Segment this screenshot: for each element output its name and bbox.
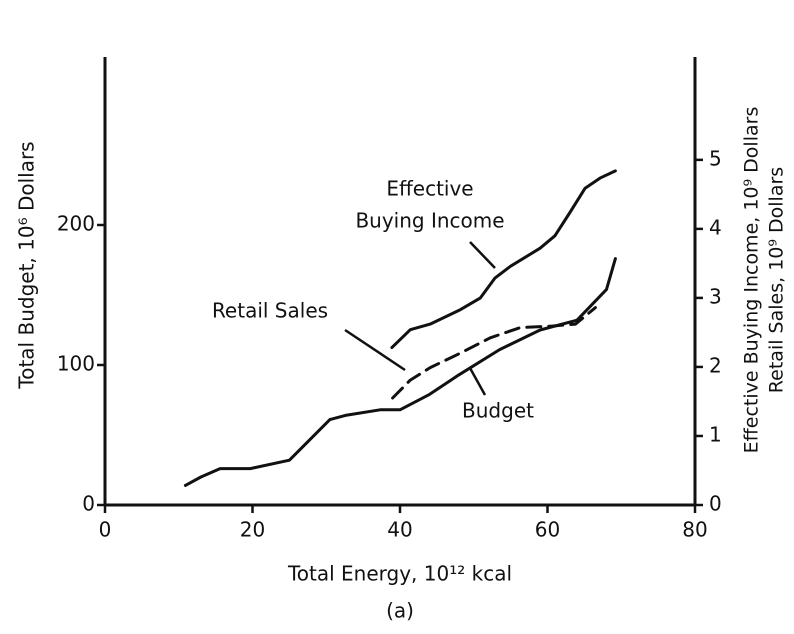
y-tick-label: 200: [57, 212, 95, 236]
y-axis-title: Total Budget, 10⁶ Dollars: [15, 141, 39, 389]
y-tick-label: 100: [57, 352, 95, 376]
y-tick-label: 0: [82, 492, 95, 516]
caption: (a): [386, 599, 414, 623]
x-tick-label: 0: [99, 518, 112, 542]
x-axis-title: Total Energy, 10¹² kcal: [287, 562, 512, 586]
series-label: Budget: [462, 399, 534, 423]
series-label: Effective: [386, 177, 473, 201]
series-label: Retail Sales: [212, 299, 328, 323]
y2-tick-label: 5: [709, 146, 722, 170]
x-tick-label: 40: [387, 518, 412, 542]
x-tick-label: 20: [240, 518, 265, 542]
x-tick-label: 60: [535, 518, 560, 542]
y2-axis-title: Effective Buying Income, 10⁹ Dollars: [741, 107, 763, 454]
series-line: [391, 306, 597, 400]
series-line: [390, 169, 617, 350]
leader-line: [468, 367, 487, 396]
leader-line: [344, 328, 406, 372]
y2-tick-label: 1: [709, 422, 722, 446]
y2-tick-label: 0: [709, 492, 722, 516]
x-tick-label: 80: [682, 518, 707, 542]
y2-axis-title: Retail Sales, 10⁹ Dollars: [766, 167, 788, 393]
leader-line: [469, 241, 496, 269]
series-label: Buying Income: [355, 209, 504, 233]
series-line: [183, 257, 617, 487]
y2-tick-label: 3: [709, 284, 722, 308]
y2-tick-label: 4: [709, 215, 722, 239]
y2-tick-label: 2: [709, 353, 722, 377]
